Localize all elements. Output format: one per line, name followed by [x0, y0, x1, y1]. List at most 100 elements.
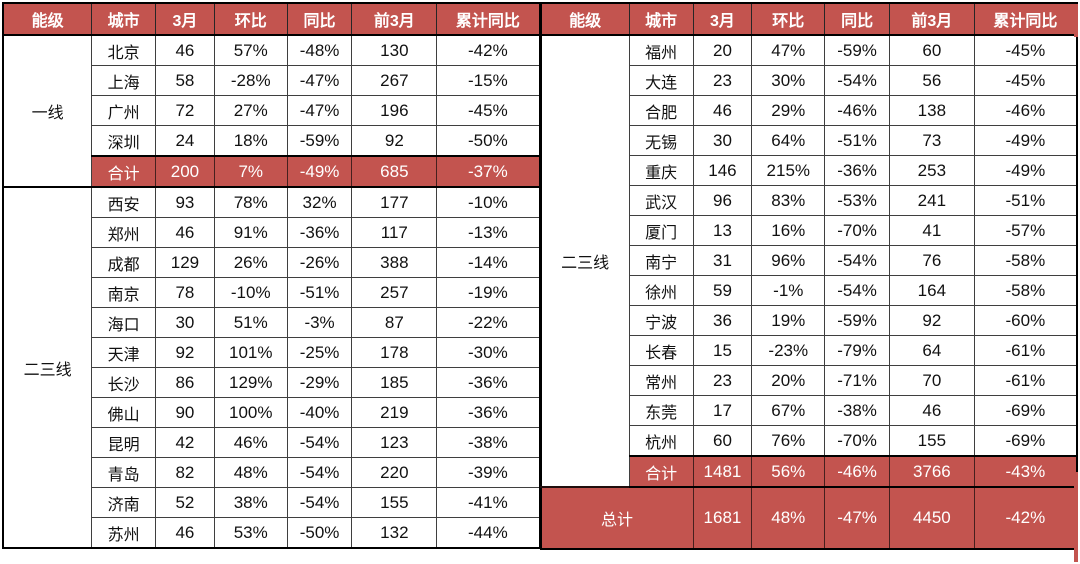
value-cell: 253 [889, 155, 975, 186]
value-cell: 52 [155, 487, 215, 518]
table-row: 深圳 24 18% -59% 92 -50% [3, 125, 540, 157]
city-cell: 广州 [91, 95, 157, 126]
value-cell: -29% [286, 367, 353, 398]
table-row: 广州 72 27% -47% 196 -45% [3, 95, 540, 126]
city-cell: 南京 [91, 277, 157, 308]
city-cell: 西安 [91, 186, 157, 218]
value-cell: -70% [824, 425, 890, 457]
value-cell: 132 [351, 517, 438, 549]
subtotal-row: 合计 1481 56% -46% 3766 -43% [541, 455, 1078, 488]
value-cell: 23 [692, 365, 753, 396]
value-cell: -42% [436, 34, 540, 66]
value-cell: -69% [973, 425, 1078, 457]
col-header-prev-3-months: 前3月 [889, 2, 975, 36]
subtotal-value-cell: -37% [436, 155, 540, 188]
value-cell: 164 [889, 275, 975, 306]
value-cell: 17 [692, 395, 753, 426]
table-row: 南宁 31 96% -54% 76 -58% [541, 245, 1078, 276]
table-row: 济南 52 38% -54% 155 -41% [3, 487, 540, 518]
value-cell: -3% [286, 307, 353, 338]
city-cell: 天津 [91, 337, 157, 368]
table-row: 一线 北京 46 57% -48% 130 -42% [2, 34, 540, 188]
value-cell: 123 [351, 427, 438, 458]
value-cell: 46 [155, 34, 215, 66]
value-cell: 76% [751, 425, 826, 457]
value-cell: -51% [824, 125, 890, 156]
value-cell: 177 [351, 186, 438, 218]
value-cell: 196 [351, 95, 438, 126]
subtotal-value-cell: 685 [351, 155, 438, 188]
value-cell: 24 [155, 125, 215, 157]
grand-total-value-cell: -47% [824, 486, 890, 550]
value-cell: 76 [889, 245, 975, 276]
grand-total-value-cell: 4450 [889, 486, 975, 550]
value-cell: -45% [973, 65, 1078, 96]
col-header-tier: 能级 [540, 2, 630, 36]
grand-total-label-cell: 总计 [539, 486, 694, 550]
value-cell: 64% [751, 125, 826, 156]
col-header-march: 3月 [155, 2, 215, 36]
subtotal-row: 合计 200 7% -49% 685 -37% [3, 155, 540, 188]
city-cell: 南宁 [628, 245, 694, 276]
table-row: 二三线 西安 93 78% 32% 177 -10% [2, 186, 540, 549]
value-cell: -36% [824, 155, 890, 186]
value-cell: -54% [824, 275, 890, 306]
value-cell: 56 [889, 65, 975, 96]
value-cell: 92 [889, 305, 975, 336]
value-cell: 60 [889, 34, 975, 66]
value-cell: 155 [889, 425, 975, 457]
city-cell: 长春 [628, 335, 694, 366]
table-row: 苏州 46 53% -50% 132 -44% [3, 517, 540, 549]
subtotal-value-cell: 1481 [692, 455, 753, 488]
subtotal-value-cell: -46% [824, 455, 890, 488]
value-cell: -40% [286, 397, 353, 428]
value-cell: -25% [286, 337, 353, 368]
value-cell: 36 [692, 305, 753, 336]
value-cell: -10% [436, 186, 540, 218]
value-cell: -54% [824, 65, 890, 96]
subtotal-value-cell: 3766 [889, 455, 975, 488]
grand-total-value-cell: 1681 [692, 486, 753, 550]
value-cell: -28% [213, 65, 288, 96]
col-header-tier: 能级 [2, 2, 93, 36]
city-cell: 苏州 [91, 517, 157, 549]
right-edge-red-artifact-bottom [1074, 472, 1078, 562]
value-cell: 26% [213, 247, 288, 278]
table-row: 无锡 30 64% -51% 73 -49% [541, 125, 1078, 156]
table-row: 郑州 46 91% -36% 117 -13% [3, 217, 540, 248]
value-cell: 146 [692, 155, 753, 186]
value-cell: -50% [436, 125, 540, 157]
value-cell: 42 [155, 427, 215, 458]
value-cell: 86 [155, 367, 215, 398]
table-row: 佛山 90 100% -40% 219 -36% [3, 397, 540, 428]
city-cell: 佛山 [91, 397, 157, 428]
grand-total-value-cell: 48% [751, 486, 826, 550]
col-header-mom: 环比 [213, 2, 288, 36]
table-row: 武汉 96 83% -53% 241 -51% [541, 185, 1078, 216]
col-header-yoy: 同比 [824, 2, 890, 36]
col-header-cumulative-yoy: 累计同比 [973, 2, 1078, 36]
value-cell: 87 [351, 307, 438, 338]
value-cell: 155 [351, 487, 438, 518]
value-cell: -36% [436, 367, 540, 398]
value-cell: 100% [213, 397, 288, 428]
col-header-prev-3-months: 前3月 [351, 2, 438, 36]
value-cell: 30 [692, 125, 753, 156]
value-cell: 20 [692, 34, 753, 66]
city-cell: 济南 [91, 487, 157, 518]
value-cell: -23% [751, 335, 826, 366]
col-header-city: 城市 [628, 2, 694, 36]
value-cell: 47% [751, 34, 826, 66]
value-cell: -54% [286, 457, 353, 488]
table-row: 杭州 60 76% -70% 155 -69% [541, 425, 1078, 457]
value-cell: -38% [824, 395, 890, 426]
table-row: 长沙 86 129% -29% 185 -36% [3, 367, 540, 398]
value-cell: -36% [436, 397, 540, 428]
value-cell: 73 [889, 125, 975, 156]
value-cell: 129 [155, 247, 215, 278]
value-cell: -19% [436, 277, 540, 308]
table-row: 二三线 福州 20 47% -59% 60 -45% [540, 34, 1078, 488]
city-cell: 大连 [628, 65, 694, 96]
col-header-mom: 环比 [751, 2, 826, 36]
